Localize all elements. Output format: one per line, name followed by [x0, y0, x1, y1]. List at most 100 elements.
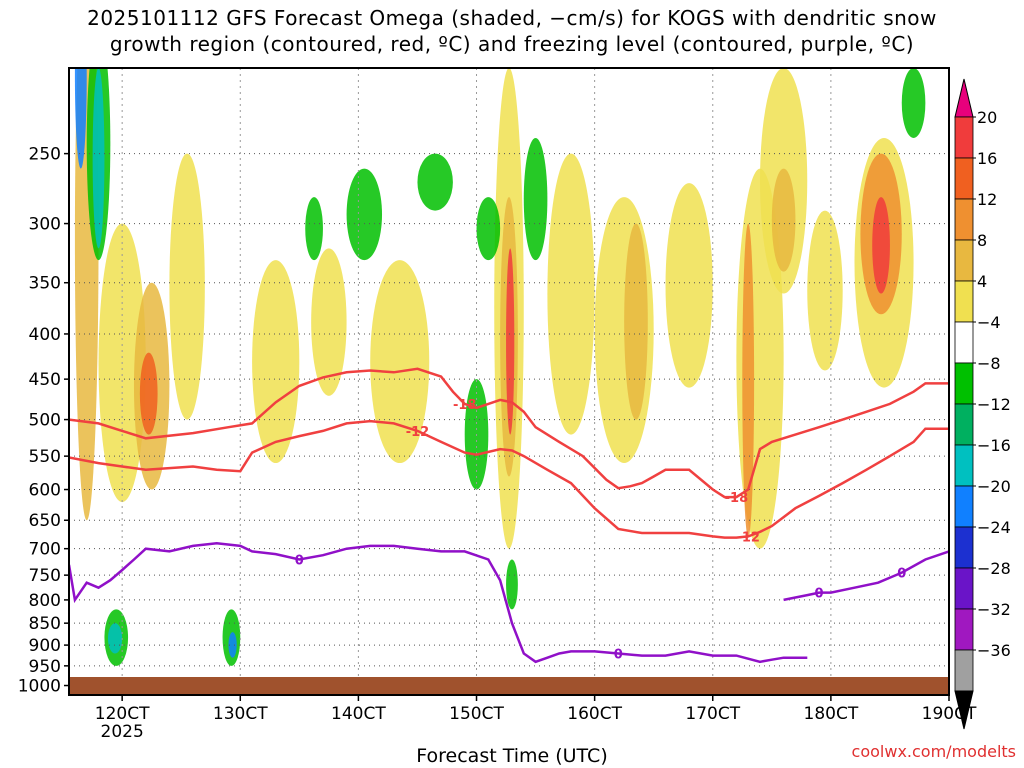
- colorbar-label-6: −8: [977, 354, 1001, 373]
- omega-shade-region-25: [742, 223, 755, 538]
- y-tick-label-1000: 1000: [18, 677, 61, 697]
- colorbar-swatch-0: [954, 116, 974, 159]
- omega-shade-region-19: [506, 559, 518, 610]
- contour-freezing-level: [69, 541, 808, 664]
- colorbar-swatch-12: [954, 608, 974, 651]
- colorbar-label-8: −16: [977, 436, 1011, 455]
- omega-shade-region-6: [74, 68, 87, 169]
- contour-freezing-level-east: [783, 550, 949, 602]
- contour-label-dendritic-upper-0: -18: [453, 398, 477, 413]
- colorbar-swatch-7: [954, 403, 974, 446]
- colorbar-swatch-5: [954, 321, 974, 364]
- omega-shade-region-35: [417, 153, 453, 211]
- colorbar-top-arrow: [954, 78, 974, 118]
- y-tick-label-450: 450: [29, 370, 61, 390]
- x-year-label: 2025: [101, 722, 144, 742]
- colorbar-swatch-8: [954, 444, 974, 487]
- colorbar: 20 16 12 8 4 −4 −8 −12 −16 −20 −24 −28 −32 −36: [954, 78, 1011, 730]
- colorbar-label-13: −36: [977, 641, 1011, 660]
- omega-shade-region-18: [506, 248, 515, 435]
- time-axis: 120CT 130CT 140CT 150CT 160CT 170CT 180CT 190CT…: [95, 695, 977, 742]
- y-tick-label-500: 500: [29, 411, 61, 431]
- plot-frame: [68, 67, 950, 696]
- x-tick-label-140: 140CT: [331, 704, 386, 724]
- colorbar-label-0: 20: [977, 108, 997, 127]
- omega-shade-region-31: [872, 197, 890, 294]
- colorbar-bottom-arrow: [954, 690, 974, 730]
- colorbar-label-3: 8: [977, 231, 987, 250]
- omega-shading: [74, 68, 926, 666]
- colorbar-label-5: −4: [977, 313, 1001, 332]
- y-tick-label-250: 250: [29, 145, 61, 165]
- y-tick-label-300: 300: [29, 215, 61, 235]
- x-tick-label-160: 160CT: [567, 704, 622, 724]
- y-tick-label-900: 900: [29, 636, 61, 656]
- omega-shade-region-8: [107, 623, 123, 654]
- y-tick-label-950: 950: [29, 657, 61, 677]
- colorbar-swatch-13: [954, 649, 974, 692]
- contour-label-freezing-level-0: 0: [295, 553, 304, 568]
- colorbar-label-1: 16: [977, 149, 997, 168]
- omega-shade-region-2: [139, 352, 158, 435]
- credit-link[interactable]: coolwx.com/modelts: [851, 742, 1016, 761]
- omega-shade-region-5: [92, 68, 105, 249]
- omega-shade-region-11: [169, 153, 205, 420]
- contour-label-freezing-level-1: 0: [614, 648, 623, 663]
- x-tick-label-170: 170CT: [685, 704, 740, 724]
- y-tick-label-350: 350: [29, 274, 61, 294]
- omega-shade-region-10: [228, 632, 237, 658]
- y-tick-label-800: 800: [29, 591, 61, 611]
- ground-surface: [69, 677, 949, 695]
- colorbar-label-7: −12: [977, 395, 1011, 414]
- x-tick-label-180: 180CT: [804, 704, 859, 724]
- x-tick-label-130: 130CT: [213, 704, 268, 724]
- y-tick-label-850: 850: [29, 614, 61, 634]
- contour-lines: [69, 367, 949, 664]
- y-tick-label-650: 650: [29, 511, 61, 531]
- contour-label-freezing-level-east-0: 0: [815, 587, 824, 602]
- colorbar-swatch-3: [954, 239, 974, 282]
- colorbar-label-12: −32: [977, 600, 1011, 619]
- colorbar-swatch-10: [954, 526, 974, 569]
- contour-dendritic-upper: [69, 367, 949, 499]
- omega-shade-region-27: [771, 168, 796, 272]
- pressure-axis: 2503003504004505005506006507007508008509…: [18, 145, 69, 697]
- y-tick-label-750: 750: [29, 566, 61, 586]
- y-tick-label-400: 400: [29, 325, 61, 345]
- x-tick-label-120: 120CT: [95, 704, 150, 724]
- x-axis-label: Forecast Time (UTC): [416, 745, 608, 767]
- colorbar-label-4: 4: [977, 272, 987, 291]
- colorbar-label-2: 12: [977, 190, 997, 209]
- omega-shade-region-37: [901, 68, 926, 138]
- y-tick-label-700: 700: [29, 540, 61, 560]
- contour-label-dendritic-lower-1: -12: [736, 530, 760, 545]
- chart-title-line1: 2025101112 GFS Forecast Omega (shaded, −…: [87, 6, 937, 30]
- omega-shade-region-36: [523, 137, 548, 261]
- omega-shade-region-32: [476, 197, 501, 261]
- colorbar-swatch-4: [954, 280, 974, 323]
- contour-label-freezing-level-east-1: 0: [897, 567, 906, 582]
- y-tick-label-600: 600: [29, 481, 61, 501]
- omega-shade-region-14: [370, 260, 430, 464]
- omega-shade-region-33: [305, 197, 323, 261]
- omega-shade-region-23: [665, 183, 713, 388]
- omega-shade-region-34: [346, 168, 383, 261]
- chart-title-line2: growth region (contoured, red, ºC) and f…: [109, 32, 915, 56]
- contour-dendritic-lower: [69, 419, 949, 539]
- omega-shade-region-12: [252, 260, 300, 464]
- omega-shade-region-28: [807, 210, 843, 371]
- omega-shade-region-13: [311, 248, 347, 396]
- colorbar-swatch-9: [954, 485, 974, 528]
- colorbar-label-9: −20: [977, 477, 1011, 496]
- omega-shade-region-22: [624, 223, 648, 420]
- colorbar-label-11: −28: [977, 559, 1011, 578]
- contour-label-dendritic-upper-1: -18: [725, 491, 749, 506]
- colorbar-swatch-6: [954, 362, 974, 405]
- colorbar-label-10: −24: [977, 518, 1011, 537]
- y-tick-label-550: 550: [29, 447, 61, 467]
- colorbar-swatch-11: [954, 567, 974, 610]
- omega-shade-region-20: [547, 153, 595, 435]
- x-tick-label-150: 150CT: [449, 704, 504, 724]
- contour-labels: -18 -18 -12 -12 0 0 0 0: [295, 398, 906, 663]
